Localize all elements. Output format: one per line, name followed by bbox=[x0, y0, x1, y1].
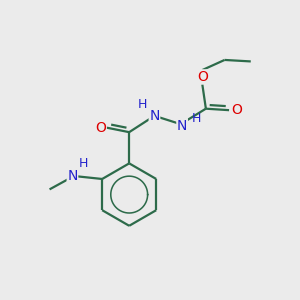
Text: N: N bbox=[149, 109, 160, 123]
Text: N: N bbox=[67, 169, 78, 183]
Text: H: H bbox=[79, 157, 88, 170]
Text: O: O bbox=[95, 121, 106, 135]
Text: H: H bbox=[137, 98, 147, 111]
Text: H: H bbox=[191, 112, 201, 125]
Text: N: N bbox=[177, 118, 187, 133]
Text: O: O bbox=[197, 70, 208, 84]
Text: O: O bbox=[231, 103, 242, 117]
